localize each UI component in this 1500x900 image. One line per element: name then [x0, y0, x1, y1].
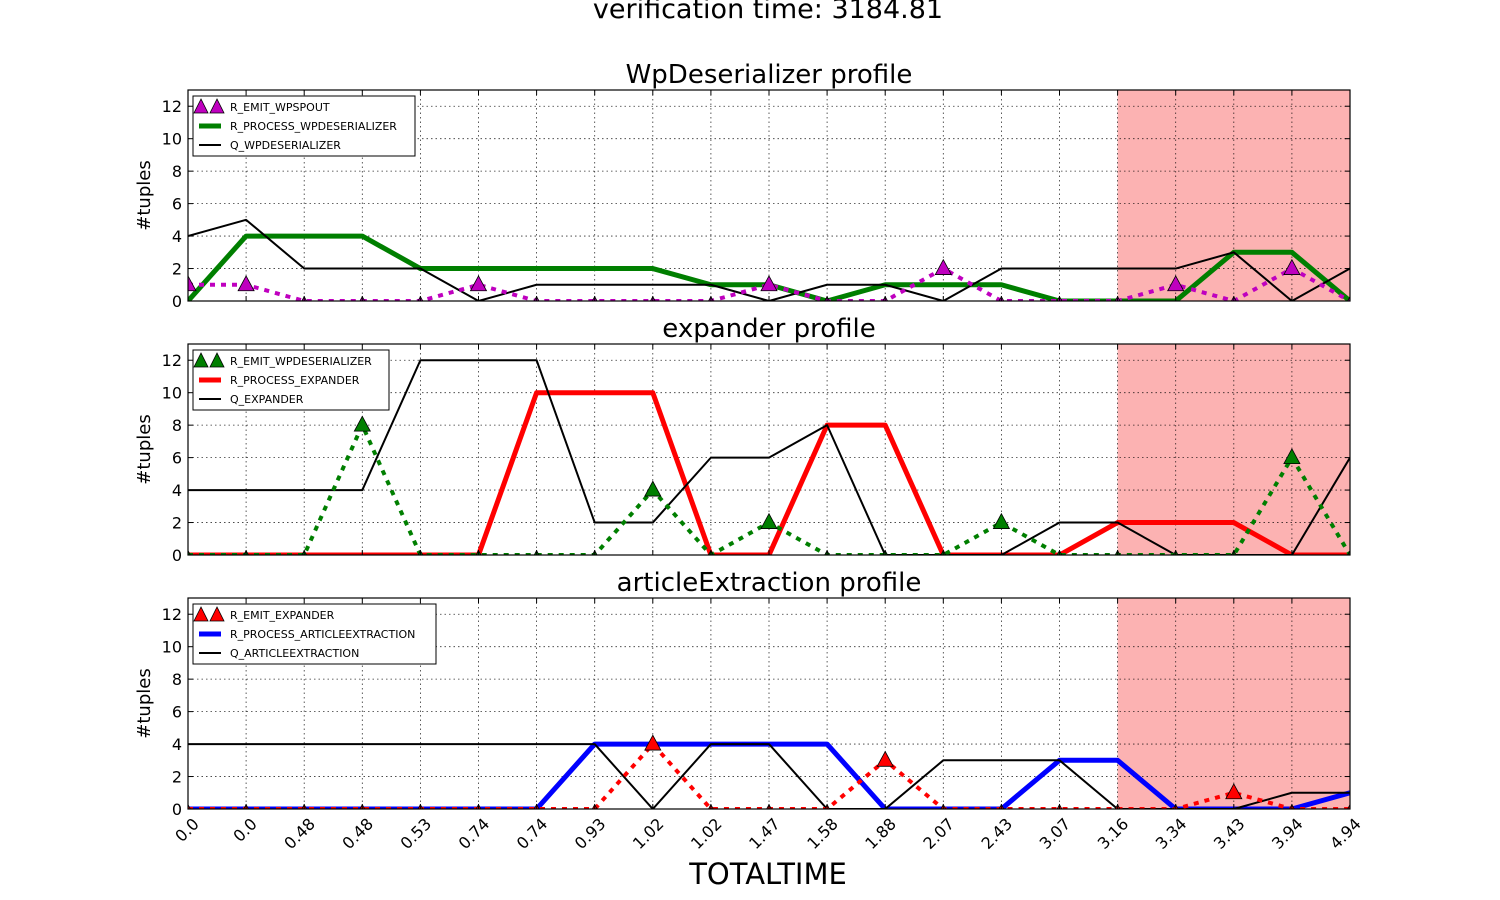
data-point-marker — [876, 750, 894, 767]
x-tick-label: 1.47 — [745, 814, 784, 853]
panel-3: articleExtraction profile 0 2 4 6 8 10 12 0.0 0.0… — [134, 568, 1365, 853]
y-axis-label: #tuples — [134, 668, 155, 738]
series-line-q_expander — [188, 359, 1350, 555]
x-tick-label: 1.02 — [629, 814, 668, 853]
y-tick-label: 4 — [172, 481, 182, 500]
x-tick-label: 0.48 — [280, 814, 319, 853]
y-tick-label: 0 — [172, 292, 182, 311]
legend-label: R_PROCESS_ARTICLEEXTRACTION — [230, 628, 415, 641]
y-tick-label: 6 — [172, 703, 182, 722]
panel-title: articleExtraction profile — [617, 568, 922, 598]
legend-label: R_PROCESS_WPDESERIALIZER — [230, 120, 397, 133]
x-tick-label: 0.74 — [455, 814, 494, 853]
y-tick-label: 12 — [162, 605, 182, 624]
data-point-marker — [188, 275, 197, 292]
panel-title: expander profile — [662, 314, 875, 344]
data-point-marker — [1283, 447, 1301, 465]
y-tick-label: 4 — [172, 227, 182, 246]
legend-label: Q_EXPANDER — [230, 393, 304, 406]
x-tick-label: 0.93 — [571, 814, 610, 853]
legend-box — [192, 349, 390, 411]
data-point-marker — [760, 512, 778, 529]
y-tick-label: 6 — [172, 195, 182, 214]
y-tick-label: 2 — [172, 768, 182, 787]
data-point-marker — [1283, 258, 1301, 275]
legend-label: R_PROCESS_EXPANDER — [230, 374, 360, 387]
figure-suptitle: verification time: 3184.81 — [593, 0, 943, 25]
legend-marker — [193, 98, 209, 114]
legend-marker — [209, 98, 225, 114]
legend: R_EMIT_WPSPOUT R_PROCESS_WPDESERIALIZER Q_… — [192, 95, 416, 157]
y-tick-label: 2 — [172, 260, 182, 279]
y-axis-label: #tuples — [134, 160, 155, 230]
data-point-marker — [1225, 783, 1243, 800]
series-line-q_articleextraction — [188, 743, 1350, 809]
legend-label: Q_ARTICLEEXTRACTION — [230, 647, 359, 660]
legend-marker — [209, 352, 225, 368]
x-tick-label: 3.94 — [1268, 814, 1307, 853]
y-tick-label: 10 — [162, 638, 182, 657]
data-point-marker — [1167, 275, 1185, 292]
series-group — [188, 218, 1350, 301]
x-tick-label: 0.48 — [338, 814, 377, 853]
x-tick-label: 2.07 — [919, 814, 958, 853]
legend-marker — [209, 606, 225, 622]
legend-label: R_EMIT_EXPANDER — [230, 609, 335, 622]
x-axis-label: TOTALTIME — [688, 857, 847, 891]
y-tick-label: 8 — [172, 162, 182, 181]
x-tick-label: 1.88 — [861, 814, 900, 853]
series-line-q_wpdeserializer — [188, 218, 1350, 301]
panel-2: expander profile 0 2 4 6 8 10 12 #tuples R_EMIT_W… — [134, 314, 1351, 565]
series-group — [188, 734, 1350, 809]
data-point-marker — [644, 480, 662, 497]
x-tick-label: 3.16 — [1094, 814, 1133, 853]
data-point-marker — [644, 734, 662, 751]
legend: R_EMIT_WPDESERIALIZER R_PROCESS_EXPANDER Q… — [192, 349, 390, 411]
legend-marker — [193, 606, 209, 622]
legend-label: R_EMIT_WPDESERIALIZER — [230, 355, 372, 368]
x-tick-label: 3.34 — [1152, 814, 1191, 853]
data-point-marker — [760, 275, 778, 292]
legend-box — [192, 603, 437, 665]
legend-label: Q_WPDESERIALIZER — [230, 139, 341, 152]
legend-box — [192, 95, 416, 157]
y-axis-label: #tuples — [134, 414, 155, 484]
x-tick-label: 0.53 — [397, 814, 436, 853]
y-tick-label: 8 — [172, 670, 182, 689]
x-tick-label: 0.0 — [229, 814, 260, 845]
y-tick-label: 2 — [172, 514, 182, 533]
x-tick-label: 0.74 — [513, 814, 552, 853]
data-point-marker — [934, 258, 952, 275]
x-tick-label: 2.43 — [978, 814, 1017, 853]
data-point-marker — [992, 512, 1011, 529]
y-tick-label: 6 — [172, 449, 182, 468]
y-tick-label: 10 — [162, 130, 182, 149]
x-tick-label: 1.02 — [687, 814, 726, 853]
data-point-marker — [469, 275, 488, 292]
panels: WpDeserializer profile 0 2 4 6 8 10 12 #tuples R_… — [134, 60, 1365, 853]
series-line-r_process_expander — [188, 390, 1350, 555]
x-tick-label: 4.94 — [1326, 814, 1365, 853]
x-tick-label: 3.43 — [1210, 814, 1249, 853]
y-tick-label: 4 — [172, 735, 182, 754]
y-tick-label: 12 — [162, 351, 182, 370]
x-tick-label: 0.0 — [171, 814, 202, 845]
legend-marker — [193, 352, 209, 368]
y-tick-label: 0 — [172, 800, 182, 819]
y-tick-label: 0 — [172, 546, 182, 565]
data-point-marker — [353, 415, 371, 432]
y-tick-label: 10 — [162, 384, 182, 403]
legend-label: R_EMIT_WPSPOUT — [230, 101, 330, 114]
x-tick-label: 1.58 — [803, 814, 842, 853]
x-tick-label: 3.07 — [1036, 814, 1075, 853]
y-tick-label: 12 — [162, 97, 182, 116]
panel-1: WpDeserializer profile 0 2 4 6 8 10 12 #tuples R_… — [134, 60, 1351, 311]
panel-title: WpDeserializer profile — [626, 60, 913, 90]
y-tick-label: 8 — [172, 416, 182, 435]
legend: R_EMIT_EXPANDER R_PROCESS_ARTICLEEXTRACTI… — [192, 603, 437, 665]
data-point-marker — [237, 275, 255, 292]
